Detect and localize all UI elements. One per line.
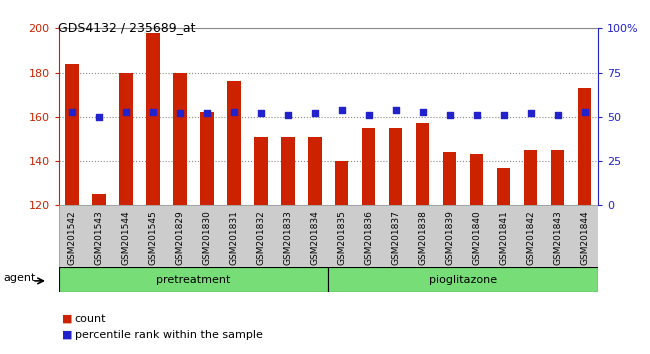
Text: GDS4132 / 235689_at: GDS4132 / 235689_at	[58, 21, 196, 34]
Bar	[389, 128, 402, 205]
Text: GSM201831: GSM201831	[229, 210, 239, 265]
Text: GSM201840: GSM201840	[472, 210, 481, 265]
Text: GSM201839: GSM201839	[445, 210, 454, 265]
Bar	[524, 150, 538, 205]
Text: GSM201545: GSM201545	[148, 210, 157, 265]
Bar	[443, 152, 456, 205]
Bar	[146, 33, 160, 205]
Text: GSM201832: GSM201832	[256, 210, 265, 265]
Bar	[362, 128, 376, 205]
Text: agent: agent	[3, 273, 35, 284]
Bar	[551, 150, 564, 205]
Text: GSM201836: GSM201836	[364, 210, 373, 265]
Bar	[65, 64, 79, 205]
Point	[391, 107, 401, 113]
Bar	[416, 124, 430, 205]
Text: GSM201833: GSM201833	[283, 210, 292, 265]
Bar	[119, 73, 133, 205]
Point	[471, 112, 482, 118]
Text: ■: ■	[62, 330, 72, 339]
Point	[417, 109, 428, 114]
Point	[525, 110, 536, 116]
Point	[67, 109, 77, 114]
Text: GSM201842: GSM201842	[526, 210, 535, 265]
Text: pretreatment: pretreatment	[156, 275, 231, 285]
Point	[202, 110, 212, 116]
Point	[337, 107, 347, 113]
Text: GSM201835: GSM201835	[337, 210, 346, 265]
Point	[309, 110, 320, 116]
Bar	[173, 73, 187, 205]
Bar	[58, 267, 328, 292]
Bar	[328, 267, 598, 292]
Text: GSM201844: GSM201844	[580, 210, 589, 265]
Text: percentile rank within the sample: percentile rank within the sample	[75, 330, 263, 339]
Point	[121, 109, 131, 114]
Text: GSM201830: GSM201830	[202, 210, 211, 265]
Text: GSM201841: GSM201841	[499, 210, 508, 265]
Text: GSM201544: GSM201544	[122, 210, 131, 265]
Text: count: count	[75, 314, 106, 324]
Point	[255, 110, 266, 116]
Point	[229, 109, 239, 114]
Point	[148, 109, 158, 114]
Text: GSM201542: GSM201542	[68, 210, 77, 265]
Bar	[308, 137, 322, 205]
Text: GSM201838: GSM201838	[418, 210, 427, 265]
Bar	[200, 112, 214, 205]
Bar	[335, 161, 348, 205]
Point	[499, 112, 509, 118]
Point	[94, 114, 104, 120]
Point	[283, 112, 293, 118]
Bar	[578, 88, 592, 205]
Text: pioglitazone: pioglitazone	[429, 275, 497, 285]
Text: GSM201829: GSM201829	[176, 210, 185, 265]
Bar	[281, 137, 294, 205]
Bar	[470, 154, 484, 205]
Bar	[227, 81, 240, 205]
Bar	[497, 168, 510, 205]
Point	[175, 110, 185, 116]
Point	[552, 112, 563, 118]
Point	[445, 112, 455, 118]
Bar	[254, 137, 268, 205]
Text: GSM201834: GSM201834	[310, 210, 319, 265]
Bar	[92, 194, 106, 205]
Point	[363, 112, 374, 118]
Point	[579, 109, 590, 114]
Text: GSM201837: GSM201837	[391, 210, 400, 265]
Text: GSM201543: GSM201543	[94, 210, 103, 265]
Text: ■: ■	[62, 314, 72, 324]
Text: GSM201843: GSM201843	[553, 210, 562, 265]
